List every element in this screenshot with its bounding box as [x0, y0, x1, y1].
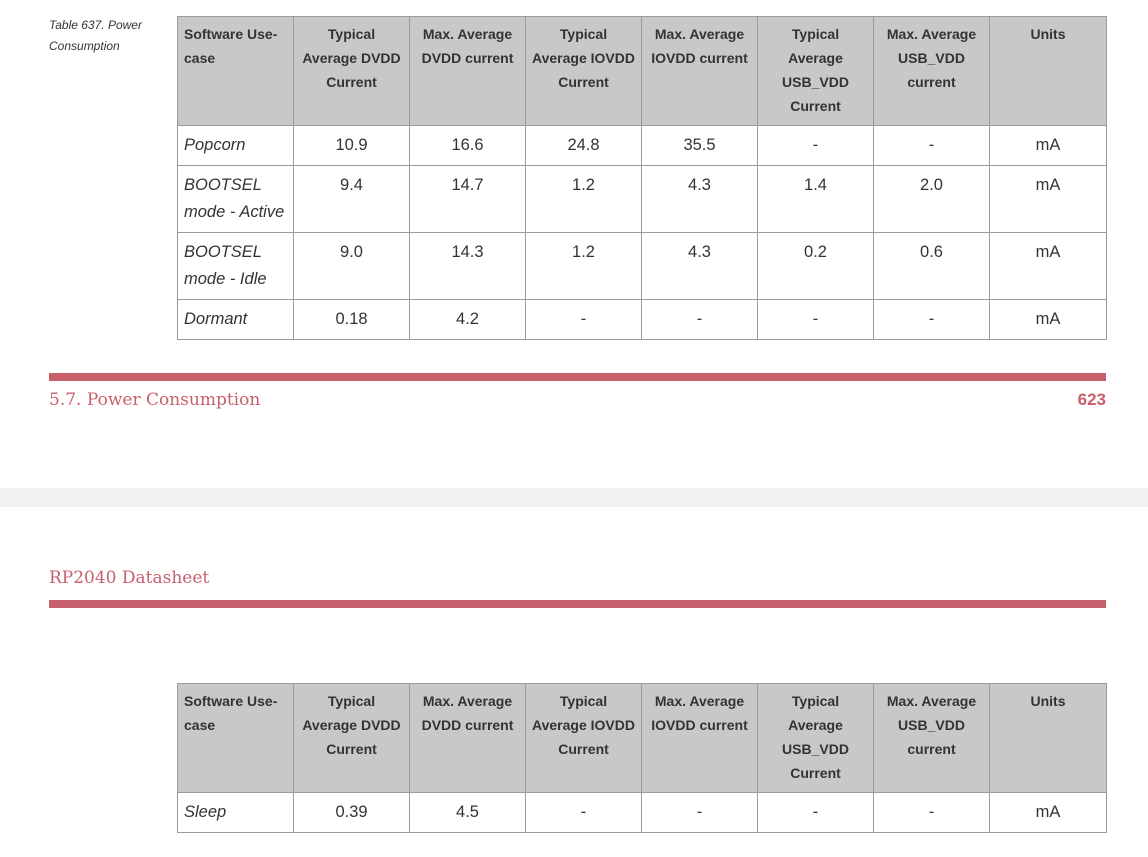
use-case-cell: Dormant — [177, 299, 294, 340]
value-cell: mA — [989, 792, 1107, 833]
value-cell: 4.5 — [409, 792, 526, 833]
table-row: BOOTSEL mode - Active 9.4 14.7 1.2 4.3 1.4 2.0… — [177, 165, 1107, 233]
column-header: Typical Average USB_VDD Current — [757, 683, 874, 793]
power-consumption-table: Software Use-case Typical Average DVDD C… — [177, 16, 1107, 340]
column-header: Typical Average DVDD Current — [293, 683, 410, 793]
table-row: BOOTSEL mode - Idle 9.0 14.3 1.2 4.3 0.2 0.6 mA — [177, 232, 1107, 300]
value-cell: 0.39 — [293, 792, 410, 833]
value-cell: - — [525, 792, 642, 833]
column-header: Units — [989, 683, 1107, 793]
value-cell: 9.0 — [293, 232, 410, 300]
column-header: Software Use-case — [177, 16, 294, 126]
table-header-row: Software Use-case Typical Average DVDD C… — [177, 683, 1107, 793]
value-cell: mA — [989, 299, 1107, 340]
value-cell: 35.5 — [641, 125, 758, 166]
value-cell: 16.6 — [409, 125, 526, 166]
column-header: Max. Average IOVDD current — [641, 16, 758, 126]
column-header: Typical Average IOVDD Current — [525, 16, 642, 126]
value-cell: - — [873, 299, 990, 340]
value-cell: - — [757, 792, 874, 833]
column-header: Max. Average DVDD current — [409, 16, 526, 126]
value-cell: - — [757, 125, 874, 166]
table-row: Popcorn 10.9 16.6 24.8 35.5- - mA — [177, 125, 1107, 166]
value-cell: 0.2 — [757, 232, 874, 300]
use-case-cell: Sleep — [177, 792, 294, 833]
value-cell: 1.2 — [525, 232, 642, 300]
value-cell: 1.2 — [525, 165, 642, 233]
value-cell: 24.8 — [525, 125, 642, 166]
value-cell: 2.0 — [873, 165, 990, 233]
column-header: Max. Average IOVDD current — [641, 683, 758, 793]
value-cell: 10.9 — [293, 125, 410, 166]
table-caption: Table 637. Power Consumption — [49, 18, 142, 53]
power-consumption-table-continued: Software Use-case Typical Average DVDD C… — [177, 683, 1107, 833]
page-separator — [0, 488, 1148, 507]
value-cell: mA — [989, 232, 1107, 300]
table-header-row: Software Use-case Typical Average DVDD C… — [177, 16, 1107, 126]
value-cell: - — [873, 125, 990, 166]
value-cell: - — [873, 792, 990, 833]
value-cell: - — [641, 792, 758, 833]
column-header: Typical Average IOVDD Current — [525, 683, 642, 793]
column-header: Max. Average USB_VDD current — [873, 683, 990, 793]
value-cell: 4.3 — [641, 232, 758, 300]
value-cell: 1.4 — [757, 165, 874, 233]
table-row: Sleep 0.39 4.5- - - - mA — [177, 792, 1107, 833]
document-title: RP2040 Datasheet — [49, 568, 210, 588]
column-header: Typical Average USB_VDD Current — [757, 16, 874, 126]
value-cell: 4.3 — [641, 165, 758, 233]
value-cell: - — [641, 299, 758, 340]
value-cell: mA — [989, 165, 1107, 233]
page-number: 623 — [1077, 390, 1106, 409]
value-cell: 4.2 — [409, 299, 526, 340]
header-rule — [49, 600, 1106, 608]
value-cell: - — [757, 299, 874, 340]
value-cell: 14.3 — [409, 232, 526, 300]
use-case-cell: BOOTSEL mode - Active — [177, 165, 294, 233]
table-row: Dormant 0.18 4.2- - - - mA — [177, 299, 1107, 340]
column-header: Max. Average USB_VDD current — [873, 16, 990, 126]
use-case-cell: Popcorn — [177, 125, 294, 166]
footer-section-title: 5.7. Power Consumption — [49, 390, 261, 410]
value-cell: 14.7 — [409, 165, 526, 233]
value-cell: mA — [989, 125, 1107, 166]
value-cell: 0.6 — [873, 232, 990, 300]
column-header: Units — [989, 16, 1107, 126]
value-cell: 9.4 — [293, 165, 410, 233]
use-case-cell: BOOTSEL mode - Idle — [177, 232, 294, 300]
column-header: Software Use-case — [177, 683, 294, 793]
value-cell: 0.18 — [293, 299, 410, 340]
column-header: Typical Average DVDD Current — [293, 16, 410, 126]
footer-rule — [49, 373, 1106, 381]
value-cell: - — [525, 299, 642, 340]
column-header: Max. Average DVDD current — [409, 683, 526, 793]
